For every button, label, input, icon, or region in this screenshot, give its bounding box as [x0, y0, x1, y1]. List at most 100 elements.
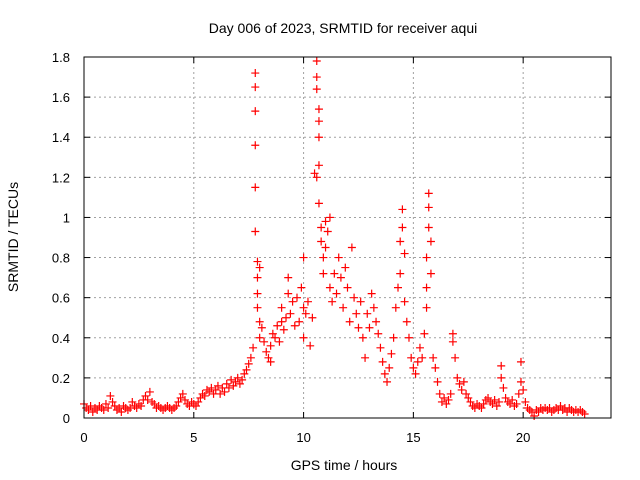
data-point: [400, 297, 409, 306]
data-point: [418, 353, 427, 362]
data-point: [227, 375, 236, 384]
y-tick-label: 1.2: [52, 170, 70, 185]
data-point: [251, 183, 260, 192]
data-point: [415, 343, 424, 352]
data-point: [325, 213, 334, 222]
data-point: [372, 317, 381, 326]
data-point: [271, 333, 280, 342]
data-point: [422, 253, 431, 262]
data-point: [495, 397, 504, 406]
data-point: [576, 405, 585, 414]
data-point: [462, 389, 471, 398]
data-point: [352, 309, 361, 318]
data-point: [376, 343, 385, 352]
data-point: [108, 397, 117, 406]
data-point: [273, 321, 282, 330]
data-point: [284, 273, 293, 282]
data-point: [422, 303, 431, 312]
data-point: [558, 405, 567, 414]
data-point: [426, 269, 435, 278]
data-point: [459, 377, 468, 386]
data-point: [277, 317, 286, 326]
data-point: [424, 203, 433, 212]
data-point: [433, 377, 442, 386]
data-point: [207, 383, 216, 392]
data-point: [154, 401, 163, 410]
data-point: [286, 309, 295, 318]
data-point: [99, 405, 108, 414]
y-tick-label: 0.8: [52, 251, 70, 266]
data-point: [431, 363, 440, 372]
data-point: [229, 381, 238, 390]
data-point: [411, 369, 420, 378]
data-point: [339, 303, 348, 312]
data-point: [262, 347, 271, 356]
data-point: [402, 317, 411, 326]
y-tick-label: 1.8: [52, 50, 70, 65]
data-point: [398, 205, 407, 214]
data-point: [343, 283, 352, 292]
data-point: [306, 341, 315, 350]
data-point: [523, 403, 532, 412]
data-point: [429, 353, 438, 362]
data-point: [134, 399, 143, 408]
data-point: [249, 343, 258, 352]
y-tick-label: 1.4: [52, 130, 70, 145]
data-point: [260, 337, 269, 346]
data-point: [288, 297, 297, 306]
y-tick-label: 1.6: [52, 90, 70, 105]
data-point: [336, 273, 345, 282]
data-point: [301, 309, 310, 318]
data-point: [514, 389, 523, 398]
data-point: [101, 399, 110, 408]
data-point: [383, 377, 392, 386]
data-point: [578, 407, 587, 416]
data-point: [358, 333, 367, 342]
data-point: [394, 283, 403, 292]
data-point: [380, 369, 389, 378]
data-point: [510, 401, 519, 410]
data-point: [112, 405, 121, 414]
data-point: [534, 407, 543, 416]
data-point: [235, 379, 244, 388]
data-point: [444, 395, 453, 404]
data-point: [321, 243, 330, 252]
data-point: [106, 391, 115, 400]
data-point: [354, 323, 363, 332]
x-tick-label: 10: [296, 430, 310, 445]
data-point: [88, 407, 97, 416]
data-point: [319, 253, 328, 262]
data-point: [253, 273, 262, 282]
data-point: [363, 309, 372, 318]
data-point: [202, 385, 211, 394]
data-point: [233, 373, 242, 382]
data-point: [299, 303, 308, 312]
data-point: [159, 405, 168, 414]
data-point: [350, 293, 359, 302]
data-point: [145, 387, 154, 396]
data-point: [255, 317, 264, 326]
data-point: [389, 333, 398, 342]
data-point: [308, 313, 317, 322]
data-point: [400, 249, 409, 258]
data-point: [378, 357, 387, 366]
data-point: [385, 363, 394, 372]
data-point: [455, 379, 464, 388]
data-point: [508, 395, 517, 404]
y-axis-label: SRMTID / TECUs: [5, 182, 21, 292]
data-point: [516, 377, 525, 386]
data-point: [314, 199, 323, 208]
data-point: [330, 269, 339, 278]
data-point: [325, 283, 334, 292]
data-point: [448, 337, 457, 346]
data-point: [345, 317, 354, 326]
data-point: [477, 403, 486, 412]
data-point: [440, 393, 449, 402]
data-point: [253, 303, 262, 312]
data-point: [297, 283, 306, 292]
data-point: [251, 141, 260, 150]
data-point: [356, 297, 365, 306]
data-point: [396, 237, 405, 246]
data-point: [82, 403, 91, 412]
